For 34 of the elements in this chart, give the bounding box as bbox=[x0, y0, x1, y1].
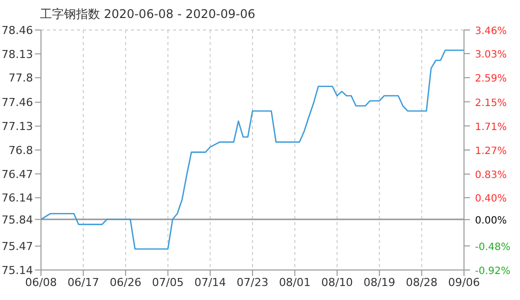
y-tick-label: 75.84 bbox=[2, 213, 33, 226]
x-tick-label: 08/10 bbox=[321, 276, 353, 289]
x-tick-label: 07/14 bbox=[194, 276, 226, 289]
y2-tick-label: 1.71% bbox=[475, 122, 507, 133]
x-tick-label: 08/19 bbox=[364, 276, 396, 289]
y-tick-label: 78.46 bbox=[2, 24, 33, 37]
y-tick-label: 76.14 bbox=[2, 192, 33, 205]
y-tick-label: 75.47 bbox=[2, 240, 33, 254]
x-tick-label: 08/28 bbox=[406, 276, 438, 289]
x-tick-label: 07/05 bbox=[152, 276, 184, 289]
x-tick-label: 06/08 bbox=[25, 276, 57, 289]
x-tick-label: 06/26 bbox=[110, 276, 142, 289]
y2-tick-label: 2.59% bbox=[475, 74, 507, 85]
y-tick-label: 77.13 bbox=[2, 120, 33, 134]
y2-tick-label: 3.03% bbox=[475, 50, 507, 61]
y2-tick-label: 0.83% bbox=[475, 170, 507, 182]
x-tick-label: 06/17 bbox=[67, 276, 100, 289]
y-tick-label: 77.8 bbox=[8, 72, 33, 85]
y2-tick-label: 1.27% bbox=[475, 146, 507, 157]
y2-tick-label: 0.40% bbox=[475, 194, 507, 205]
x-tick-label: 09/06 bbox=[448, 276, 480, 289]
y2-tick-label: -0.92% bbox=[475, 266, 510, 277]
y-tick-label: 75.14 bbox=[2, 264, 33, 277]
chart-title: 工字钢指数 2020-06-08 - 2020-09-06 bbox=[40, 6, 256, 23]
y2-tick-label: -0.48% bbox=[475, 242, 510, 253]
y2-tick-label: 3.46% bbox=[475, 26, 507, 37]
y-tick-label: 76.47 bbox=[2, 168, 33, 181]
y-tick-label: 78.13 bbox=[2, 48, 33, 61]
y-tick-label: 76.8 bbox=[8, 144, 33, 157]
x-tick-label: 08/01 bbox=[278, 276, 311, 289]
y-tick-label: 77.46 bbox=[2, 96, 33, 110]
y2-tick-label: 0.00% bbox=[475, 216, 507, 227]
y2-tick-label: 2.15% bbox=[475, 98, 507, 109]
x-tick-label: 07/23 bbox=[236, 276, 268, 289]
